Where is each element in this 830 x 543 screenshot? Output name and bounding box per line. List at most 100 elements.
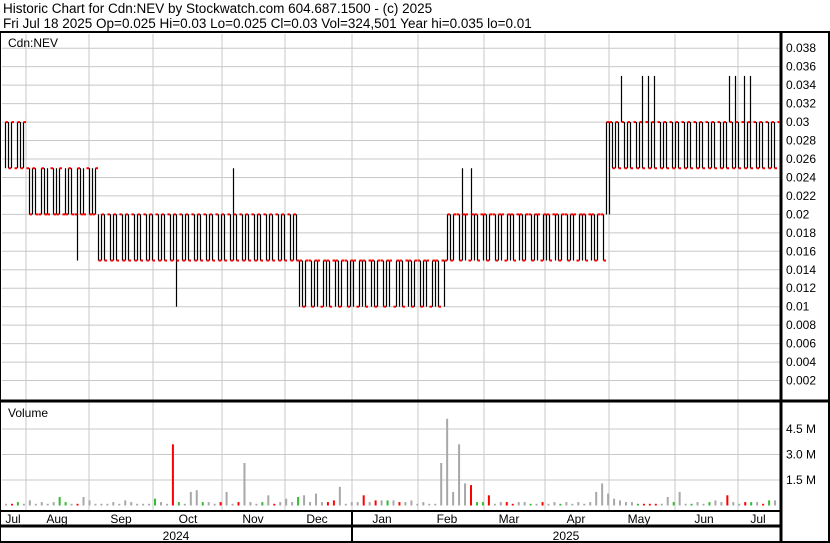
volume-bar [499, 502, 502, 506]
volume-bar [28, 500, 31, 506]
volume-bar [160, 502, 162, 506]
volume-bar [315, 493, 317, 506]
volume-bar [636, 503, 639, 506]
volume-bar [714, 500, 717, 506]
volume-bar [410, 500, 413, 506]
volume-bar [344, 503, 347, 506]
volume-bar [88, 500, 91, 506]
price-tick-label: 0.004 [786, 355, 816, 369]
month-label: Aug [46, 512, 67, 526]
volume-bar [517, 502, 520, 506]
volume-bar [100, 503, 103, 506]
volume-bar [46, 503, 49, 506]
volume-bar [124, 500, 127, 506]
volume-bar [613, 498, 616, 506]
volume-bar [672, 502, 675, 506]
volume-title: Volume [8, 406, 48, 420]
volume-bar [5, 503, 7, 506]
volume-bar [404, 502, 407, 506]
volume-bar [553, 502, 556, 506]
volume-bar [154, 498, 157, 506]
volume-bar [452, 491, 455, 506]
volume-bar [630, 502, 633, 506]
volume-bar [10, 503, 13, 506]
volume-bar [684, 503, 687, 506]
year-label: 2025 [553, 529, 580, 543]
volume-bar [678, 491, 681, 506]
price-tick-label: 0.036 [786, 60, 816, 74]
volume-bar [523, 502, 526, 506]
volume-bar [148, 503, 151, 506]
volume-bar [58, 497, 61, 506]
volume-bar [648, 503, 651, 506]
volume-bar [243, 463, 246, 506]
volume-bar [511, 503, 514, 506]
volume-bar [261, 502, 264, 506]
volume-bar [559, 503, 562, 506]
volume-bar [470, 485, 472, 506]
volume-bar [171, 444, 174, 506]
volume-bar [195, 490, 198, 506]
volume-bar [625, 502, 627, 506]
volume-bar [350, 502, 353, 506]
price-tick-label: 0.016 [786, 244, 816, 258]
volume-bar [52, 502, 55, 506]
volume-bar [654, 503, 657, 506]
volume-bar [505, 502, 508, 506]
volume-bar [690, 503, 693, 506]
volume-bar [136, 503, 139, 506]
volume-bar [440, 463, 443, 506]
price-tick-label: 0.018 [786, 226, 816, 240]
volume-bar [112, 502, 115, 506]
volume-bar [332, 500, 335, 506]
month-label: Jul [750, 512, 765, 526]
volume-bar [756, 502, 759, 506]
volume-bar [106, 503, 109, 506]
volume-bar [398, 502, 401, 506]
volume-bar [326, 502, 329, 506]
volume-bar [702, 503, 705, 506]
volume-bar [642, 503, 645, 506]
month-label: Jun [694, 512, 713, 526]
month-label: Feb [437, 512, 458, 526]
volume-bar [708, 502, 711, 506]
volume-bar [320, 502, 323, 506]
volume-bar [356, 502, 359, 506]
volume-bar [529, 503, 532, 506]
month-label: May [628, 512, 651, 526]
volume-bar [380, 500, 383, 506]
volume-bar [189, 491, 192, 506]
volume-bar [94, 503, 97, 506]
volume-bar [589, 502, 592, 506]
price-tick-label: 0.028 [786, 134, 816, 148]
price-tick-label: 0.034 [786, 78, 816, 92]
volume-bar [493, 503, 496, 506]
price-tick-label: 0.008 [786, 318, 816, 332]
volume-bar [279, 502, 282, 506]
month-label: Jan [372, 512, 391, 526]
volume-bar [601, 483, 604, 506]
price-tick-label: 0.002 [786, 374, 816, 388]
month-label: Apr [567, 512, 586, 526]
month-label: Dec [306, 512, 327, 526]
volume-bar [619, 500, 622, 506]
volume-bar [607, 493, 610, 506]
volume-bar [40, 502, 43, 506]
volume-bar [386, 500, 389, 506]
chart-frame [0, 31, 830, 543]
volume-bar [362, 495, 365, 506]
volume-bar [64, 502, 67, 506]
volume-bar [374, 500, 377, 506]
year-label: 2024 [163, 529, 190, 543]
month-label: Oct [179, 512, 198, 526]
volume-bar [547, 503, 550, 506]
volume-bar [750, 502, 753, 506]
volume-bar [464, 483, 467, 506]
volume-bar [183, 503, 186, 506]
volume-bar [535, 503, 538, 506]
volume-bar [768, 500, 771, 506]
price-tick-label: 0.01 [786, 300, 810, 314]
volume-bar [738, 503, 741, 506]
volume-bar [487, 495, 490, 506]
